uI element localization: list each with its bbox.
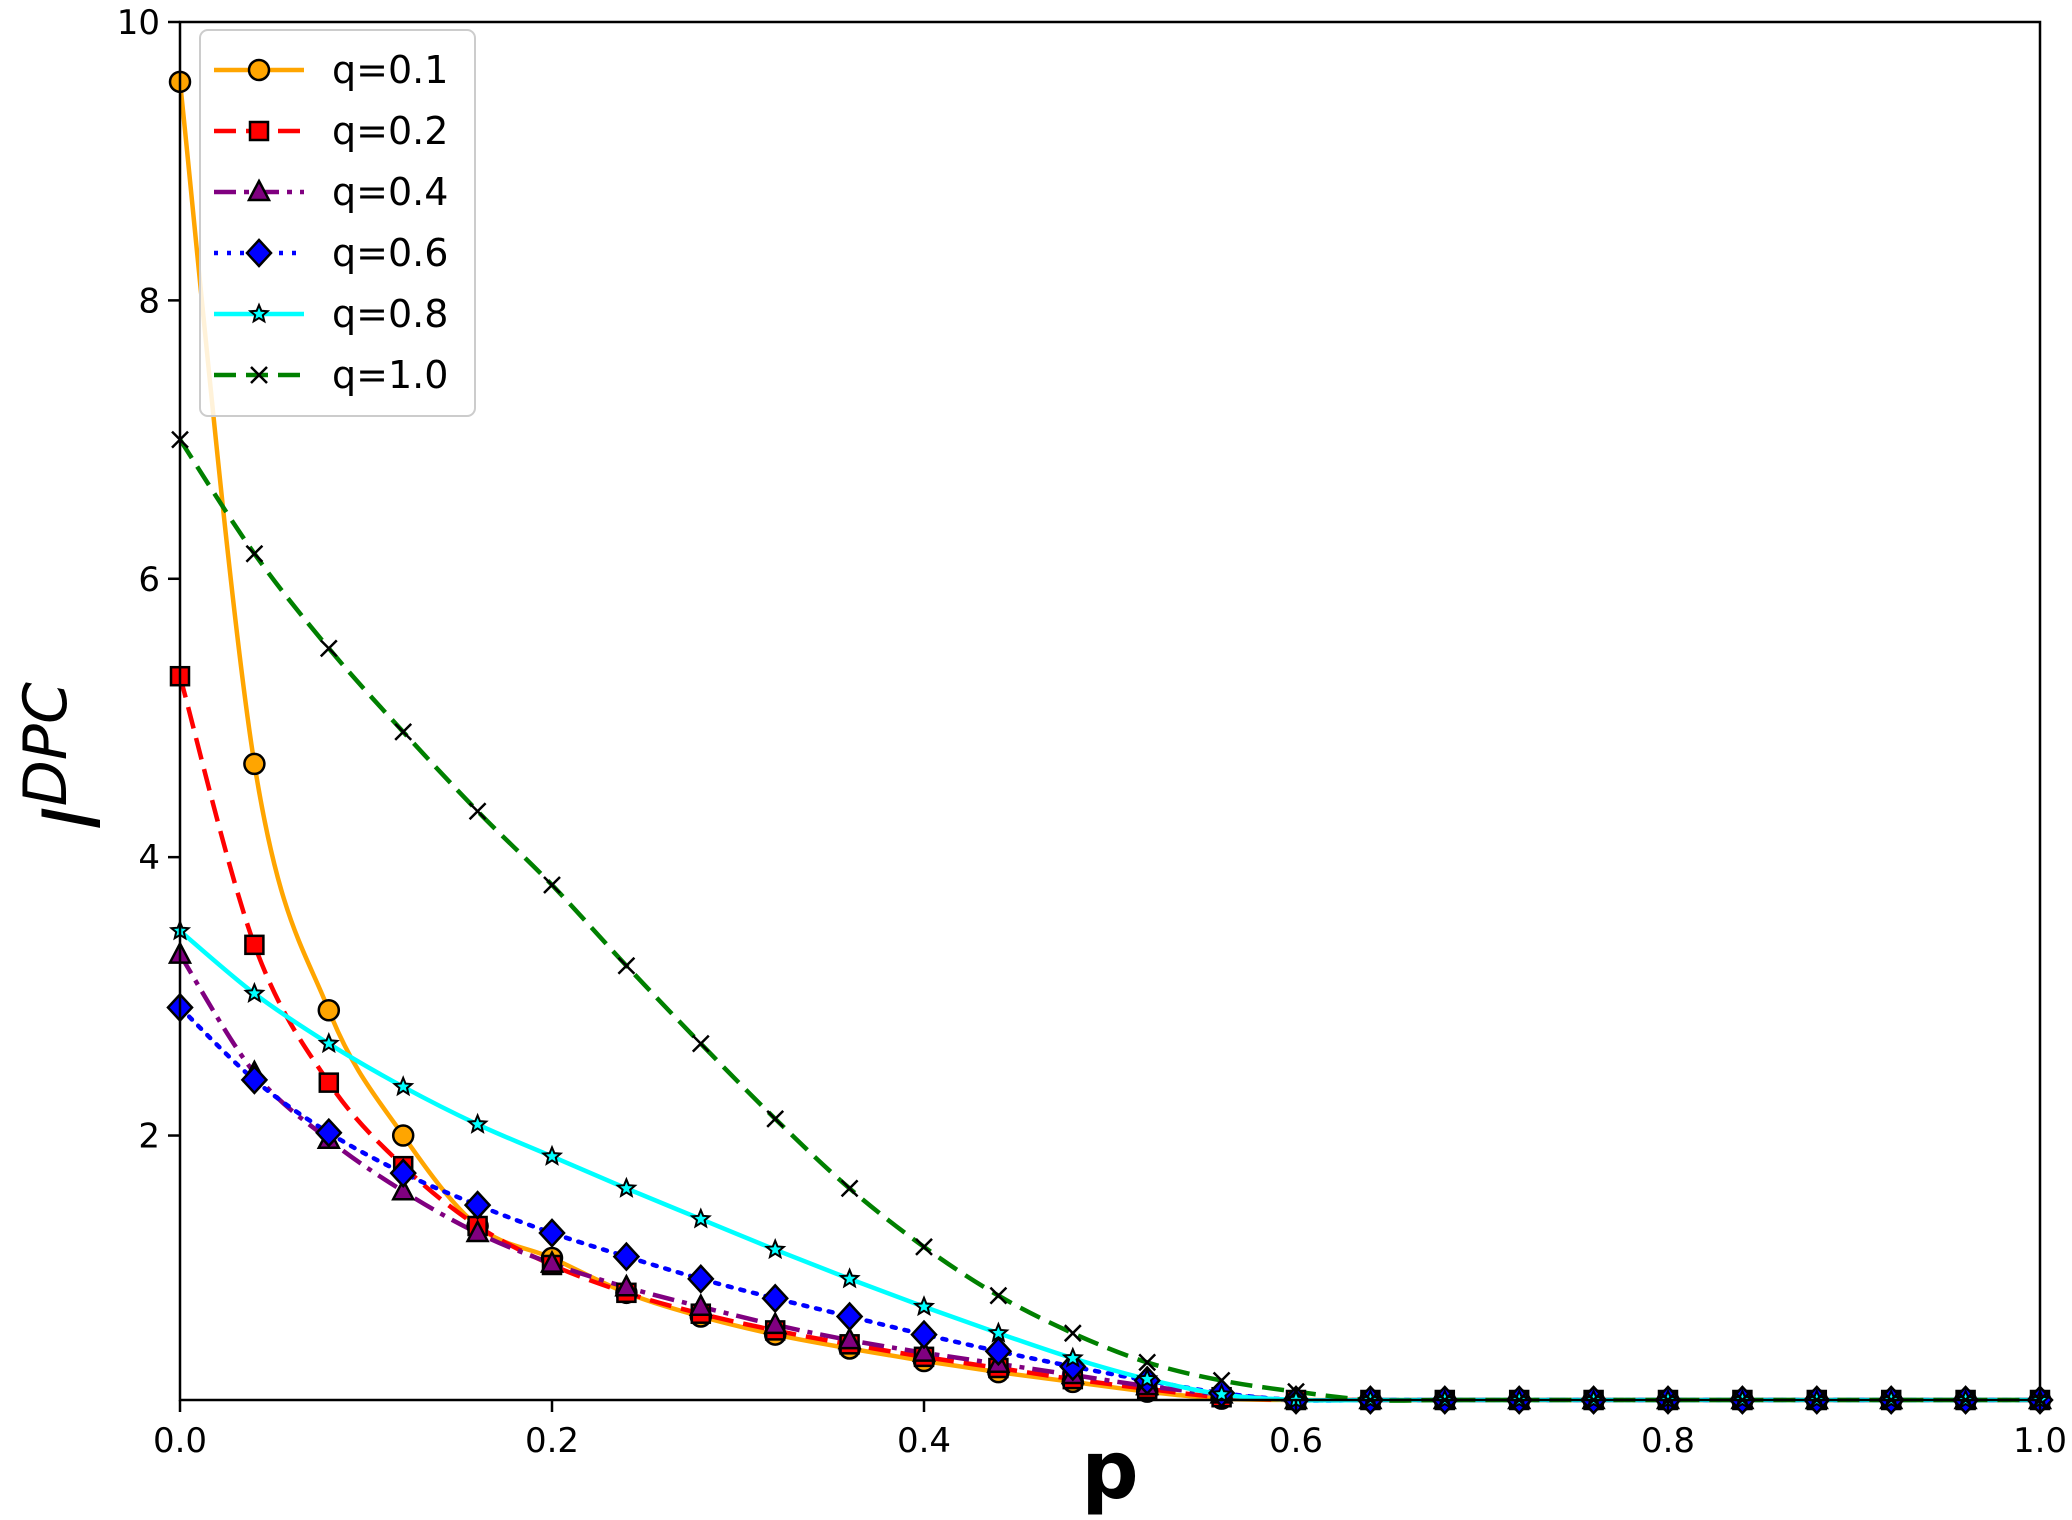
data-point [1210,1382,1233,1404]
legend-label: q=0.4 [332,170,448,214]
legend-label: q=0.2 [332,109,448,153]
data-point [245,544,264,563]
legend-marker [248,120,270,142]
x-tick-label: 0.2 [525,1421,579,1461]
data-point [466,1112,489,1134]
data-point [911,1338,937,1362]
data-point [687,1264,715,1294]
data-point [763,1311,788,1335]
data-point [837,1326,862,1350]
data-point [835,1301,864,1332]
data-point [465,1219,490,1243]
data-point [317,999,341,1022]
y-axis-label-main: IDPC [11,682,119,830]
y-tick-label: 4 [138,838,160,878]
x-axis: 0.0 0.2 0.4 0.6 0.8 1.0 [153,1400,2067,1461]
data-point [764,1238,787,1260]
y-axis-label-superscript: DPC [11,682,81,806]
data-point [1138,1353,1157,1372]
data-point [391,1177,416,1201]
data-point [689,1207,712,1229]
data-point [838,1267,861,1289]
data-point [315,1117,343,1148]
data-point [539,1249,565,1273]
data-point [1287,1382,1305,1401]
y-axis-label-base: I [26,806,119,830]
data-point [463,1190,492,1220]
data-point [319,639,338,658]
data-point [1063,1324,1082,1343]
data-point [1059,1351,1087,1382]
y-tick-label: 8 [138,281,160,321]
legend-marker [247,58,271,82]
data-point [688,1293,713,1316]
data-point [691,1034,710,1053]
data-point [540,1144,564,1166]
legend-marker [247,302,271,324]
data-point [912,1295,936,1317]
data-point [614,1273,639,1297]
data-point [244,934,265,956]
legend-label: q=1.0 [332,353,448,397]
x-tick-label: 0.0 [153,1421,207,1461]
data-point [989,1286,1008,1305]
data-point [987,1321,1010,1343]
x-tick-label: 0.6 [1269,1421,1323,1461]
data-point [840,1179,859,1198]
x-tick-label: 0.8 [1641,1421,1695,1461]
data-point [391,1124,415,1147]
x-tick-label: 0.4 [897,1421,951,1461]
legend-marker [250,366,268,384]
data-point [915,1238,933,1256]
data-point [543,876,561,894]
legend-label: q=0.1 [332,48,448,92]
data-point [538,1218,566,1248]
y-axis-label: IDPC [11,682,119,830]
data-point [1212,1371,1231,1390]
legend-marker [246,178,272,202]
data-point [392,1075,415,1097]
data-point [910,1319,938,1350]
data-point [318,1072,340,1093]
legend-marker [245,238,273,268]
y-tick-label: 6 [138,560,160,600]
data-point [468,802,487,821]
data-point [766,1109,785,1128]
plot-frame [178,20,2042,1402]
data-point [243,981,266,1003]
series-markers [166,70,2054,1415]
x-tick-label: 1.0 [2013,1421,2067,1461]
data-point [615,1176,638,1198]
data-point [612,1241,641,1272]
data-point [389,1158,417,1188]
y-tick-label: 2 [138,1117,160,1157]
data-point [1061,1346,1084,1368]
y-axis: 2 4 6 8 10 [117,3,180,1157]
data-point [617,956,636,975]
x-axis-label: p [1081,1424,1138,1517]
data-point [394,722,413,741]
data-point [761,1283,789,1314]
legend: q=0.1 q=0.2 q=0.4 q=0.6 q=0.8 q=1.0 [199,29,476,417]
data-point [243,752,266,776]
legend-label: q=0.8 [332,292,448,336]
y-tick-label: 10 [117,3,160,43]
series-line [178,438,2040,1403]
data-point [317,1032,340,1054]
data-point [240,1065,269,1095]
data-point [1136,1367,1159,1389]
legend-label: q=0.6 [332,231,448,275]
data-point [984,1336,1013,1367]
